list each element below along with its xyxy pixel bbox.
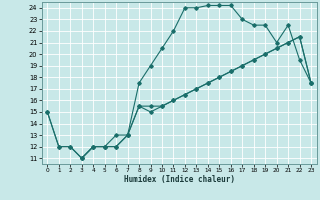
- X-axis label: Humidex (Indice chaleur): Humidex (Indice chaleur): [124, 175, 235, 184]
